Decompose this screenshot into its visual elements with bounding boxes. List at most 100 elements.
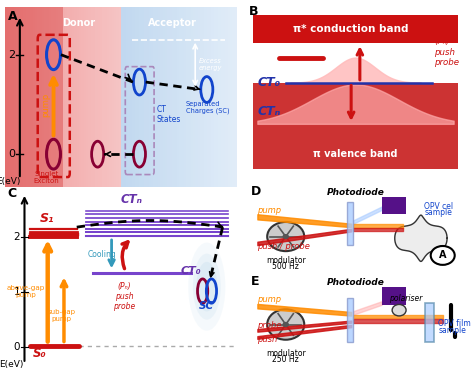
Bar [54, 7, 56, 186]
Bar [93, 7, 95, 186]
Bar [347, 298, 353, 342]
Bar [382, 197, 406, 214]
Text: modulator: modulator [266, 349, 306, 358]
Bar [123, 7, 126, 186]
Bar [188, 7, 191, 186]
Bar [200, 7, 202, 186]
Circle shape [196, 262, 217, 311]
Bar [425, 303, 434, 342]
Bar [151, 7, 154, 186]
Bar [230, 7, 232, 186]
Bar [39, 7, 42, 186]
Bar [221, 7, 223, 186]
Bar [253, 15, 458, 43]
Circle shape [193, 254, 221, 320]
Bar [128, 7, 130, 186]
Bar [158, 7, 160, 186]
Text: B: B [249, 4, 258, 18]
Circle shape [392, 304, 406, 316]
Bar [214, 7, 216, 186]
Bar [63, 7, 65, 186]
Bar [42, 7, 44, 186]
Text: D: D [251, 185, 261, 198]
Text: OPV film: OPV film [438, 319, 471, 328]
Bar [149, 7, 151, 186]
Bar [98, 7, 100, 186]
Text: A: A [8, 10, 18, 23]
Text: π valence band: π valence band [313, 149, 398, 159]
Text: 0: 0 [8, 149, 15, 159]
Text: 2: 2 [13, 232, 20, 242]
Text: Donor: Donor [63, 18, 96, 28]
Text: 2: 2 [8, 50, 15, 60]
Bar [74, 7, 77, 186]
Bar [219, 7, 221, 186]
Bar [12, 7, 14, 186]
Text: Singlet
Exciton: Singlet Exciton [34, 170, 59, 184]
Bar [204, 7, 207, 186]
Bar [86, 7, 88, 186]
Bar [165, 7, 167, 186]
Circle shape [188, 242, 226, 331]
Text: sub-gap
pump: sub-gap pump [48, 309, 76, 322]
Text: Excess
energy: Excess energy [199, 58, 222, 71]
Text: π* conduction band: π* conduction band [293, 24, 409, 34]
Bar [167, 7, 170, 186]
Text: E(eV): E(eV) [0, 360, 24, 369]
Text: 500 Hz: 500 Hz [272, 262, 299, 271]
Text: above-gap
pump: above-gap pump [7, 285, 45, 298]
Bar [186, 7, 188, 186]
Bar [9, 7, 12, 186]
Bar [174, 7, 177, 186]
Bar [126, 7, 128, 186]
Bar [91, 7, 93, 186]
Bar [72, 7, 74, 186]
Bar [382, 287, 406, 305]
Bar [7, 7, 9, 186]
Bar [121, 7, 123, 186]
Text: pump: pump [257, 206, 282, 214]
Bar [211, 7, 214, 186]
Bar [102, 7, 105, 186]
Bar [216, 7, 219, 186]
Text: 0: 0 [14, 342, 20, 352]
Bar [130, 7, 132, 186]
Text: Photodiode: Photodiode [327, 188, 384, 197]
Bar [226, 7, 228, 186]
Bar [79, 7, 82, 186]
Bar [146, 7, 149, 186]
Text: CTₙ: CTₙ [257, 105, 281, 118]
Circle shape [267, 309, 304, 340]
Bar [5, 7, 121, 186]
Bar [70, 7, 72, 186]
Bar [195, 7, 198, 186]
Bar [142, 7, 144, 186]
Text: (Pₙ)
push
probe: (Pₙ) push probe [113, 282, 136, 311]
Bar [95, 7, 98, 186]
Bar [179, 7, 181, 186]
Bar [232, 7, 235, 186]
Text: A: A [439, 250, 447, 260]
Text: CT₀: CT₀ [257, 76, 281, 89]
Bar [172, 7, 174, 186]
Bar [191, 7, 193, 186]
Circle shape [283, 322, 289, 327]
Text: Photodiode: Photodiode [327, 278, 384, 287]
Circle shape [283, 234, 289, 239]
Bar [35, 7, 37, 186]
Bar [253, 83, 458, 169]
Bar [56, 7, 58, 186]
Bar [18, 7, 21, 186]
Bar [61, 7, 63, 186]
Bar [154, 7, 155, 186]
Bar [144, 7, 146, 186]
Text: Cooling: Cooling [88, 250, 117, 259]
Text: Acceptor: Acceptor [147, 18, 196, 28]
Bar [44, 7, 46, 186]
Bar [177, 7, 179, 186]
Bar [51, 7, 54, 186]
Text: SC: SC [199, 301, 214, 311]
Text: pump: pump [257, 295, 282, 304]
Bar [82, 7, 84, 186]
Bar [109, 7, 111, 186]
